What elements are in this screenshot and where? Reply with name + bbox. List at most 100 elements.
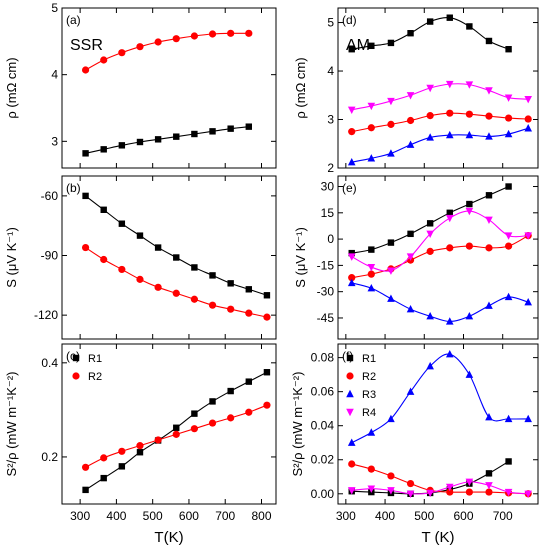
data-point — [368, 246, 375, 253]
data-point — [367, 485, 376, 493]
data-point — [387, 120, 395, 128]
data-point — [100, 474, 107, 482]
data-point — [485, 216, 493, 225]
data-point — [263, 369, 271, 376]
data-point — [347, 157, 356, 166]
data-point — [245, 29, 253, 37]
x-tick-label: 600 — [453, 509, 473, 523]
data-point — [348, 460, 356, 468]
data-point — [172, 35, 180, 43]
data-point — [136, 449, 144, 456]
series-line — [85, 195, 268, 296]
y-tick-label: 30 — [321, 180, 335, 194]
plot-frame — [61, 7, 277, 169]
x-tick-label: 500 — [143, 509, 163, 523]
data-point — [227, 414, 235, 422]
data-point — [524, 232, 532, 240]
data-point — [367, 263, 376, 272]
data-point — [406, 92, 415, 100]
data-point — [466, 200, 473, 208]
data-point — [406, 479, 415, 488]
data-point — [136, 442, 144, 450]
plot-frame — [61, 343, 277, 505]
data-point — [406, 140, 415, 148]
data-point — [524, 124, 532, 132]
data-point — [118, 142, 126, 149]
data-point — [446, 14, 453, 21]
y-tick-label: 0.02 — [311, 453, 335, 467]
data-point — [485, 488, 493, 496]
y-tick-label: -45 — [317, 311, 335, 325]
data-point — [465, 478, 474, 487]
data-point — [100, 255, 108, 264]
legend: R1 R2 R3 R4 — [346, 353, 376, 419]
data-point — [191, 410, 198, 417]
legend-marker — [346, 372, 354, 380]
data-point — [190, 295, 198, 303]
data-point — [407, 230, 414, 238]
data-point — [465, 370, 474, 378]
data-point — [81, 66, 90, 74]
data-point — [347, 487, 356, 495]
series-r4 — [347, 207, 532, 275]
data-point — [485, 37, 493, 45]
series-r3 — [347, 278, 532, 325]
data-point — [367, 428, 376, 436]
data-point — [505, 46, 512, 53]
data-point — [445, 130, 454, 139]
y-tick-label: -90 — [41, 249, 59, 263]
data-point — [387, 239, 395, 246]
data-point — [387, 267, 395, 275]
series-r1 — [348, 183, 512, 257]
data-point — [136, 275, 144, 283]
data-point — [154, 136, 162, 143]
data-point — [190, 425, 198, 433]
data-point — [136, 43, 144, 51]
data-point — [348, 274, 356, 282]
y-axis-label: S²/ρ (mW m⁻¹K⁻²) — [290, 372, 305, 477]
data-point — [426, 112, 434, 120]
panel-tag: SSR — [70, 37, 103, 54]
y-tick-label: 0.4 — [41, 356, 58, 370]
data-point — [485, 470, 493, 477]
data-point — [505, 458, 512, 465]
data-point — [154, 436, 162, 444]
data-point — [426, 230, 434, 239]
data-point — [136, 232, 144, 239]
panel-label: (b) — [66, 181, 81, 195]
x-tick-label: 800 — [251, 509, 271, 523]
series-line — [351, 210, 529, 272]
data-point — [426, 133, 434, 141]
data-point — [387, 487, 395, 495]
y-tick-label: 3 — [51, 134, 58, 148]
data-point — [118, 265, 126, 274]
data-point — [347, 278, 356, 287]
data-point — [387, 39, 395, 47]
data-point — [348, 249, 355, 257]
data-point — [387, 472, 395, 480]
data-point — [82, 486, 89, 494]
data-point — [100, 206, 107, 213]
data-point — [191, 264, 198, 271]
y-axis-label: ρ (mΩ cm) — [293, 57, 308, 118]
data-point — [485, 132, 493, 140]
x-tick-label: 600 — [179, 509, 199, 523]
legend: R1 R2 — [72, 353, 102, 383]
y-axis-label: S (μV K⁻¹) — [293, 227, 308, 288]
panel-label: (e) — [342, 181, 357, 195]
data-point — [465, 207, 474, 216]
data-point — [465, 130, 474, 139]
data-point — [446, 109, 454, 117]
series-r1 — [82, 123, 252, 157]
legend-marker — [72, 354, 80, 362]
data-point — [406, 305, 415, 313]
data-point — [504, 94, 513, 102]
series-r2 — [81, 243, 271, 321]
plot-frame — [337, 7, 539, 169]
data-point — [504, 488, 513, 497]
data-point — [368, 42, 375, 50]
data-point — [445, 80, 454, 89]
data-point — [465, 312, 474, 320]
data-point — [367, 102, 376, 111]
data-point — [100, 146, 107, 153]
